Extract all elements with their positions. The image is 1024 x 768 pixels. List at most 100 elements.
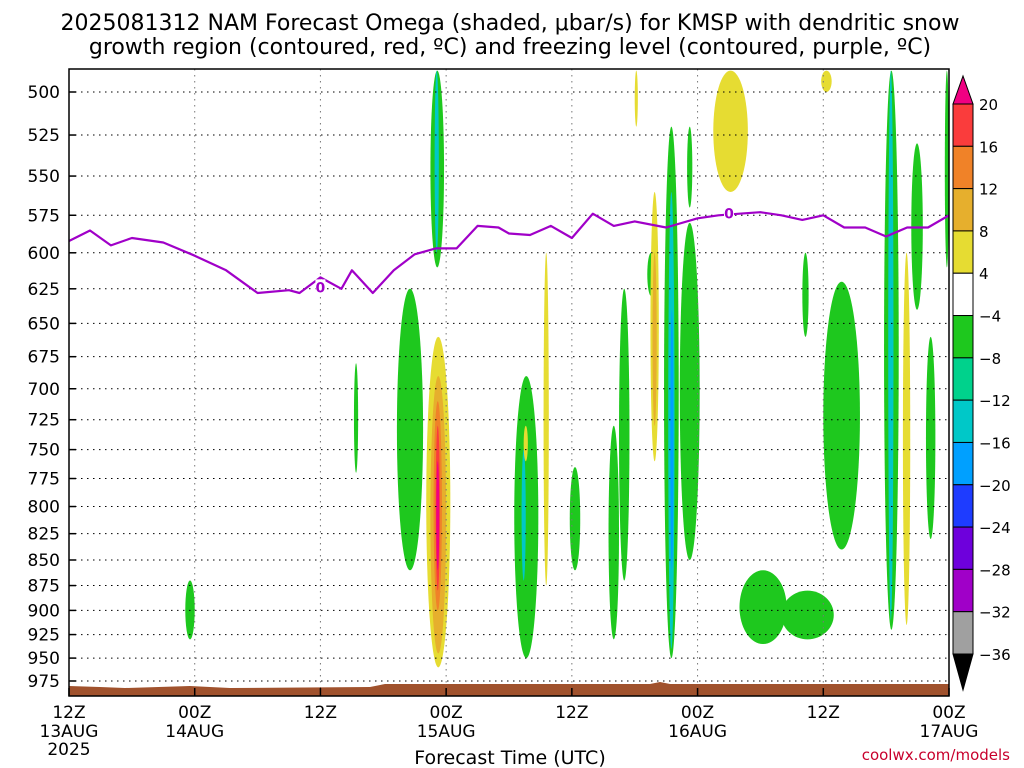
omega-region bbox=[781, 590, 834, 640]
contour-label-bg bbox=[724, 205, 734, 221]
omega-region bbox=[821, 70, 832, 92]
colorbar-label: 16 bbox=[979, 138, 998, 156]
colorbar-label: −28 bbox=[979, 561, 1011, 579]
x-axis-label: Forecast Time (UTC) bbox=[414, 747, 605, 768]
omega-region bbox=[634, 70, 638, 127]
omega-region bbox=[823, 281, 860, 550]
y-tick-label: 650 bbox=[28, 314, 60, 334]
terrain bbox=[69, 682, 949, 696]
credit-link[interactable]: coolwx.com/models bbox=[862, 746, 1010, 764]
omega-region bbox=[888, 70, 894, 621]
colorbar-swatch bbox=[952, 357, 974, 401]
y-tick-label: 925 bbox=[28, 626, 60, 646]
colorbar-swatch bbox=[952, 315, 974, 359]
plot-frame bbox=[68, 68, 950, 697]
colorbar-label: −20 bbox=[979, 477, 1011, 495]
y-tick-label: 850 bbox=[28, 551, 60, 571]
y-tick-label: 525 bbox=[28, 126, 60, 146]
y-tick-label: 600 bbox=[28, 244, 60, 264]
colorbar-label: −8 bbox=[979, 350, 1001, 368]
x-tick-date: 17AUG bbox=[920, 722, 979, 742]
colorbar-label: −32 bbox=[979, 604, 1011, 622]
y-tick-label: 900 bbox=[28, 601, 60, 621]
y-tick-label: 550 bbox=[28, 167, 60, 187]
omega-region bbox=[396, 288, 424, 571]
chart-title-line1: 2025081312 NAM Forecast Omega (shaded, μ… bbox=[61, 11, 960, 36]
y-tick-label: 950 bbox=[28, 649, 60, 669]
freezing-level-label: 0 bbox=[724, 207, 734, 223]
y-tick-label: 725 bbox=[28, 411, 60, 431]
y-tick-label: 750 bbox=[28, 441, 60, 461]
colorbar-swatch bbox=[952, 568, 974, 613]
omega-region bbox=[687, 126, 693, 208]
colorbar-label: −4 bbox=[979, 308, 1001, 326]
omega-region bbox=[434, 70, 439, 253]
contour-label-bg bbox=[315, 279, 326, 295]
omega-region bbox=[679, 222, 700, 560]
colorbar-swatch bbox=[952, 611, 974, 655]
colorbar-swatch bbox=[952, 526, 974, 570]
x-tick-label: 00Z bbox=[681, 703, 714, 723]
omega-region bbox=[902, 252, 911, 625]
colorbar-label: 12 bbox=[979, 181, 998, 199]
omega-region bbox=[670, 309, 674, 571]
colorbar-swatch bbox=[952, 441, 974, 486]
x-tick-label: 00Z bbox=[932, 703, 965, 723]
freezing-level-label: 0 bbox=[316, 280, 326, 296]
omega-region bbox=[608, 425, 619, 640]
chart-title-line2: growth region (contoured, red, ºC) and f… bbox=[89, 35, 931, 60]
colorbar: 20 16 12 8 4 −4 −8 −12 −16 −20 −24 −28 −32 −36 bbox=[952, 74, 1011, 692]
colorbar-label: −36 bbox=[979, 646, 1011, 664]
omega-region bbox=[514, 376, 539, 659]
omega-region bbox=[802, 252, 809, 337]
x-tick-label: 12Z bbox=[304, 703, 337, 723]
colorbar-swatch bbox=[952, 399, 974, 443]
x-tick-label: 12Z bbox=[807, 703, 840, 723]
omega-region bbox=[523, 425, 528, 462]
colorbar-swatch bbox=[952, 272, 974, 317]
omega-region bbox=[739, 570, 787, 645]
omega-shading bbox=[185, 70, 949, 668]
plot-area: 00 bbox=[68, 68, 950, 697]
y-tick-label: 500 bbox=[28, 83, 60, 103]
terrain-fill bbox=[69, 682, 949, 696]
omega-region bbox=[619, 288, 630, 581]
freezing-level-line bbox=[69, 211, 949, 295]
colorbar-label: 20 bbox=[979, 96, 998, 114]
y-tick-label: 675 bbox=[28, 348, 60, 368]
colorbar-label: 4 bbox=[979, 265, 989, 283]
omega-region bbox=[353, 363, 359, 473]
omega-region bbox=[436, 461, 440, 571]
colorbar-label: −24 bbox=[979, 519, 1011, 537]
y-tick-label: 575 bbox=[28, 206, 60, 226]
omega-region bbox=[521, 449, 526, 581]
omega-region bbox=[543, 252, 549, 586]
colorbar-top-arrow bbox=[952, 74, 974, 105]
colorbar-bottom-arrow bbox=[952, 653, 974, 692]
y-tick-label: 875 bbox=[28, 577, 60, 597]
x-tick-label: 00Z bbox=[430, 703, 463, 723]
colorbar-swatch bbox=[952, 484, 974, 528]
x-tick-date: 15AUG bbox=[417, 722, 476, 742]
y-tick-label: 825 bbox=[28, 525, 60, 545]
colorbar-swatch bbox=[952, 145, 974, 190]
x-tick-date: 13AUG bbox=[40, 722, 99, 742]
colorbar-swatch bbox=[952, 188, 974, 232]
x-tick-date: 14AUG bbox=[165, 722, 224, 742]
x-tick-label: 00Z bbox=[178, 703, 211, 723]
colorbar-label: −16 bbox=[979, 434, 1011, 452]
omega-region bbox=[925, 336, 936, 539]
x-tick-label: 12Z bbox=[555, 703, 588, 723]
omega-region bbox=[713, 70, 748, 192]
colorbar-swatch bbox=[952, 103, 974, 147]
colorbar-swatch bbox=[952, 230, 974, 274]
y-tick-label: 800 bbox=[28, 498, 60, 518]
y-tick-label: 700 bbox=[28, 380, 60, 400]
y-tick-label: 975 bbox=[28, 672, 60, 692]
omega-region bbox=[652, 252, 657, 426]
colorbar-label: −12 bbox=[979, 392, 1011, 410]
x-tick-label: 12Z bbox=[52, 703, 85, 723]
y-tick-label: 775 bbox=[28, 470, 60, 490]
